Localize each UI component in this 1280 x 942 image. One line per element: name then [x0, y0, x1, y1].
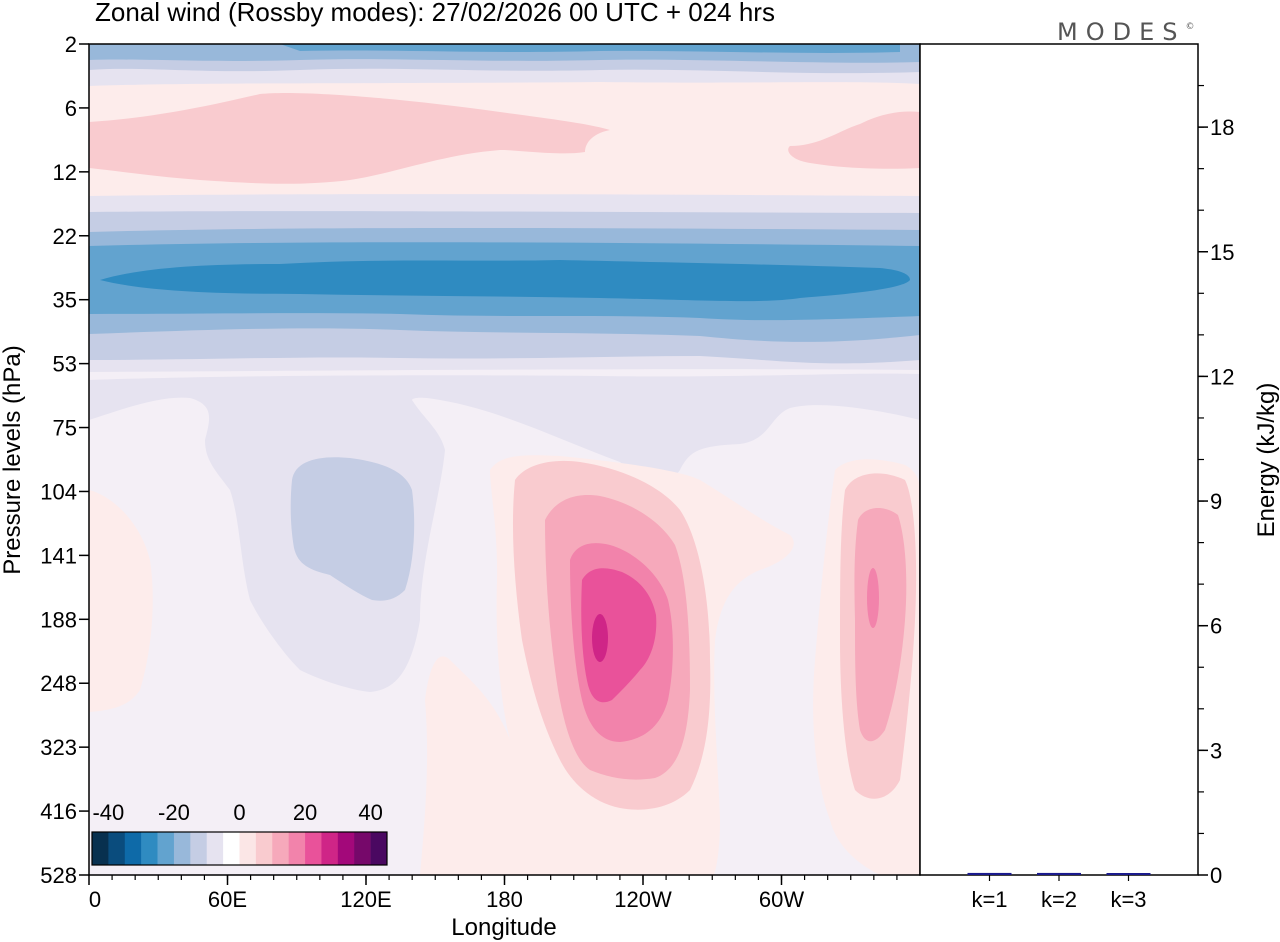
colorbar-swatch [206, 832, 224, 865]
pressure-tick-label: 53 [53, 352, 77, 377]
westerly-band-moderate [89, 92, 920, 184]
pacific-westerly-core [592, 614, 608, 662]
pressure-tick-label: 35 [53, 288, 77, 313]
pressure-tick-label: 104 [40, 479, 77, 504]
colorbar-swatch [141, 832, 158, 865]
longitude-tick-label: 120E [340, 887, 391, 912]
colorbar-swatch [255, 832, 273, 865]
energy-tick-label: 15 [1210, 240, 1234, 265]
energy-axis-title: Energy (kJ/kg) [1253, 383, 1280, 538]
logo-text: MODES [1057, 18, 1186, 46]
colorbar-swatch [108, 832, 126, 865]
energy-tick-label: 0 [1210, 863, 1222, 888]
longitude-axis: 0 60E 120E 180 120W 60W [88, 875, 898, 912]
pressure-tick-label: 12 [53, 160, 77, 185]
modes-logo: MODES© [1057, 18, 1194, 46]
colorbar: -40 -20 0 20 40 [91, 800, 388, 866]
trop-easterly-weak [89, 373, 920, 692]
colorbar-swatch [92, 832, 109, 865]
pressure-tick-label: 248 [40, 671, 77, 696]
colorbar-label: 0 [233, 800, 245, 825]
energy-category-label: k=3 [1110, 887, 1146, 912]
trop-easterly-core [290, 457, 415, 601]
logo-mark: © [1185, 22, 1195, 32]
longitude-tick-label: 0 [89, 887, 101, 912]
colorbar-swatch [370, 832, 388, 865]
chart-title: Zonal wind (Rossby modes): 27/02/2026 00… [95, 0, 775, 27]
pressure-tick-label: 6 [65, 96, 77, 121]
colorbar-label: 40 [358, 800, 382, 825]
mid-jet-core [100, 260, 910, 302]
energy-plot-frame [919, 43, 1199, 876]
pressure-tick-label: 188 [40, 607, 77, 632]
colorbar-swatch [190, 832, 208, 865]
energy-category-label: k=1 [971, 887, 1007, 912]
atlantic-westerly-core [867, 568, 879, 628]
pressure-tick-label: 75 [53, 416, 77, 441]
pressure-tick-label: 22 [53, 224, 77, 249]
meridian-westerly-weak [89, 490, 153, 712]
colorbar-label: -20 [158, 800, 190, 825]
colorbar-label: 20 [293, 800, 317, 825]
colorbar-swatch [337, 832, 355, 865]
energy-bar [967, 872, 1012, 875]
x-axis-title: Longitude [451, 914, 556, 941]
colorbar-swatch [157, 832, 175, 865]
colorbar-label: -40 [92, 800, 124, 825]
colorbar-swatch [305, 832, 322, 865]
pressure-tick-label: 528 [40, 863, 77, 888]
colorbar-swatch [223, 832, 240, 865]
energy-category-label: k=2 [1041, 887, 1077, 912]
pressure-tick-label: 2 [65, 32, 77, 57]
colorbar-swatch [288, 832, 306, 865]
energy-bar [1037, 872, 1081, 875]
energy-bar [1106, 873, 1151, 875]
energy-bars: k=1 k=2 k=3 [967, 872, 1151, 912]
energy-tick-label: 6 [1210, 614, 1222, 639]
colorbar-swatch [124, 832, 142, 865]
colorbar-swatch [354, 832, 371, 865]
longitude-tick-label: 60E [208, 887, 247, 912]
energy-tick-label: 18 [1210, 115, 1234, 140]
pressure-tick-label: 323 [40, 735, 77, 760]
colorbar-swatch [272, 832, 289, 865]
energy-axis: 0 3 6 9 12 15 18 [1198, 84, 1234, 888]
upper-jet-core [280, 44, 900, 53]
pacific-westerly-peak [581, 568, 657, 703]
colorbar-frame [91, 831, 388, 866]
y-axis-title: Pressure levels (hPa) [0, 345, 26, 574]
pressure-axis: 2 6 12 22 35 53 75 104 141 188 248 323 416 528 [40, 32, 89, 888]
colorbar-swatch [239, 832, 257, 865]
pressure-tick-label: 416 [40, 799, 77, 824]
energy-tick-label: 3 [1210, 738, 1222, 763]
colorbar-swatch [173, 832, 191, 865]
energy-tick-label: 9 [1210, 489, 1222, 514]
longitude-tick-label: 120W [614, 887, 672, 912]
longitude-tick-label: 180 [486, 887, 523, 912]
pressure-tick-label: 141 [40, 543, 77, 568]
longitude-tick-label: 60W [759, 887, 804, 912]
atlantic-westerly-strong [854, 508, 907, 742]
energy-tick-label: 12 [1210, 364, 1234, 389]
contour-field [89, 44, 920, 875]
colorbar-swatch [321, 832, 339, 865]
